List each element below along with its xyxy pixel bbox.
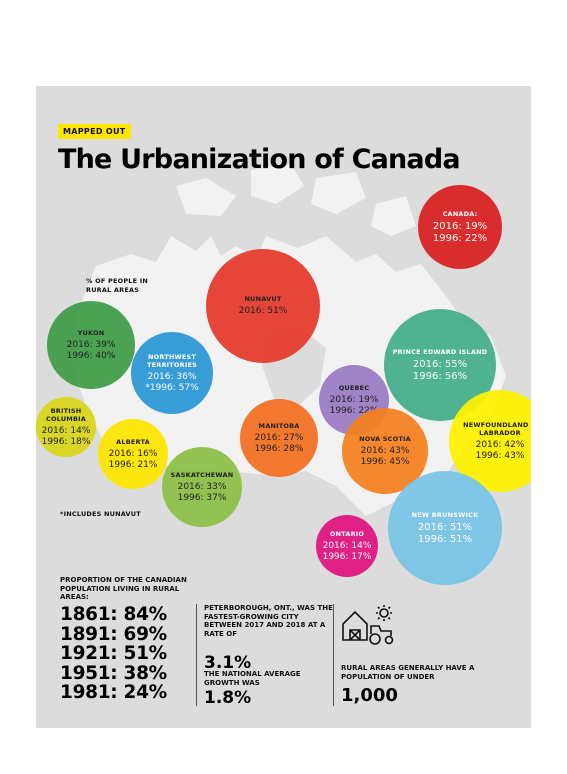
value-2016: 2016: 33% [177, 481, 227, 492]
region-name: YUKON [77, 328, 105, 337]
peterborough-text: PETERBOROUGH, ONT., WAS THE FASTEST-GROW… [204, 604, 333, 638]
historical-row: 1891: 69% [60, 623, 167, 645]
value-2016: 2016: 43% [360, 445, 410, 456]
value-2016: 2016: 14% [322, 540, 372, 551]
peterborough-rate: 3.1% [204, 653, 252, 673]
value-1996: 1996: 40% [66, 350, 116, 361]
region-name: NOVA SCOTIA [359, 434, 411, 443]
national-growth-text: THE NATIONAL AVERAGE GROWTH WAS [204, 670, 301, 687]
value-1996: 1996: 37% [177, 492, 227, 503]
value-1996: 1996: 17% [322, 551, 372, 562]
value-2016: 2016: 42% [475, 439, 525, 450]
section-badge: MAPPED OUT [58, 124, 131, 139]
value-1996: 1996: 22% [329, 405, 379, 416]
bubble-manitoba: MANITOBA 2016: 27% 1996: 28% [240, 399, 318, 477]
value-1996: 1996: 22% [432, 232, 488, 244]
region-name: SASKATCHEWAN [170, 470, 234, 479]
region-name: NUNAVUT [244, 295, 282, 303]
divider [333, 604, 334, 706]
region-name: CANADA: [442, 209, 478, 218]
bubble-british-columbia: BRITISH COLUMBIA 2016: 14% 1996: 18% [36, 397, 96, 457]
value-2016: 2016: 51% [417, 521, 473, 533]
region-name: QUEBEC [338, 383, 370, 392]
page-title: The Urbanization of Canada [58, 144, 461, 175]
bubble-alberta: ALBERTA 2016: 16% 1996: 21% [98, 419, 168, 489]
region-name: ALBERTA [116, 437, 150, 446]
bubble-northwest-territories: NORTHWEST TERRITORIES 2016: 36% *1996: 5… [131, 332, 213, 414]
value-1996: *1996: 57% [145, 382, 199, 393]
value-1996: 1996: 43% [475, 450, 525, 461]
bubble-nunavut: NUNAVUT 2016: 51% [206, 249, 320, 363]
region-name: BRITISH COLUMBIA [46, 406, 86, 423]
bubble-yukon: YUKON 2016: 39% 1996: 40% [47, 301, 135, 389]
historical-heading: PROPORTION OF THE CANADIAN POPULATION LI… [60, 576, 187, 601]
value-1996: 1996: 18% [41, 436, 91, 447]
value-1996: 1996: 28% [254, 443, 304, 454]
region-name: NEWFOUNDLAND & LABRADOR [463, 420, 531, 437]
value-2016: 2016: 55% [412, 358, 468, 370]
region-name: PRINCE EDWARD ISLAND [392, 347, 488, 356]
divider [196, 604, 197, 706]
legend-note: % OF PEOPLE IN RURAL AREAS [86, 277, 149, 294]
value-2016: 2016: 27% [254, 432, 304, 443]
value-2016: 2016: 19% [432, 220, 488, 232]
value-1996: 1996: 56% [412, 370, 468, 382]
map-arctic-islands [176, 164, 416, 236]
value-1996: 1996: 45% [360, 456, 410, 467]
value-1996: 1996: 21% [108, 459, 158, 470]
bubble-new-brunswick: NEW BRUNSWICK 2016: 51% 1996: 51% [388, 471, 502, 585]
region-name: NEW BRUNSWICK [411, 510, 479, 519]
rural-population-value: 1,000 [341, 685, 398, 706]
historical-list: 1861: 84% 1891: 69% 1921: 51% 1951: 38% … [60, 605, 167, 703]
rural-population-text: RURAL AREAS GENERALLY HAVE A POPULATION … [341, 664, 475, 681]
historical-row: 1921: 51% [60, 643, 167, 664]
value-2016: 2016: 16% [108, 448, 158, 459]
bubble-saskatchewan: SASKATCHEWAN 2016: 33% 1996: 37% [162, 447, 242, 527]
region-name: MANITOBA [258, 421, 300, 430]
value-2016: 2016: 39% [66, 339, 116, 350]
value-2016: 2016: 19% [329, 394, 379, 405]
national-growth-rate: 1.8% [204, 688, 252, 708]
region-name: ONTARIO [329, 529, 365, 538]
region-name: NORTHWEST TERRITORIES [146, 352, 197, 369]
footnote: *INCLUDES NUNAVUT [60, 510, 141, 518]
value-2016: 2016: 14% [41, 425, 91, 436]
value-2016: 2016: 51% [238, 306, 288, 316]
historical-row: 1861: 84% [60, 604, 167, 625]
value-2016: 2016: 36% [147, 371, 197, 382]
historical-row: 1981: 24% [60, 682, 167, 703]
infographic-panel: MAPPED OUT The Urbanization of Canada % … [36, 86, 531, 728]
value-1996: 1996: 51% [417, 533, 473, 545]
farm-icon [342, 605, 394, 645]
bubble-canada: CANADA: 2016: 19% 1996: 22% [418, 185, 502, 269]
historical-row: 1951: 38% [60, 662, 167, 684]
bubble-ontario: ONTARIO 2016: 14% 1996: 17% [316, 515, 378, 577]
